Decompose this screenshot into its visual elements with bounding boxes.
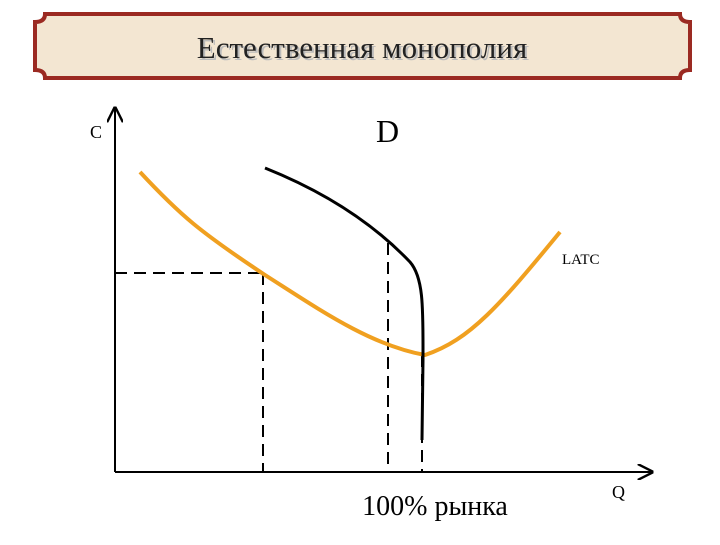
demand-curve	[264, 166, 425, 441]
title-shadow: Естественная монополия	[199, 32, 529, 67]
title: Естественная монополия	[197, 30, 527, 65]
latc-label: LATC	[562, 252, 600, 268]
x-axis-label: Q	[612, 482, 625, 502]
title-banner	[33, 12, 692, 80]
latc-curve	[138, 170, 562, 358]
y-axis-label: C	[90, 122, 102, 142]
market-label: 100% рынка	[362, 491, 508, 522]
demand-label: D	[376, 113, 399, 149]
